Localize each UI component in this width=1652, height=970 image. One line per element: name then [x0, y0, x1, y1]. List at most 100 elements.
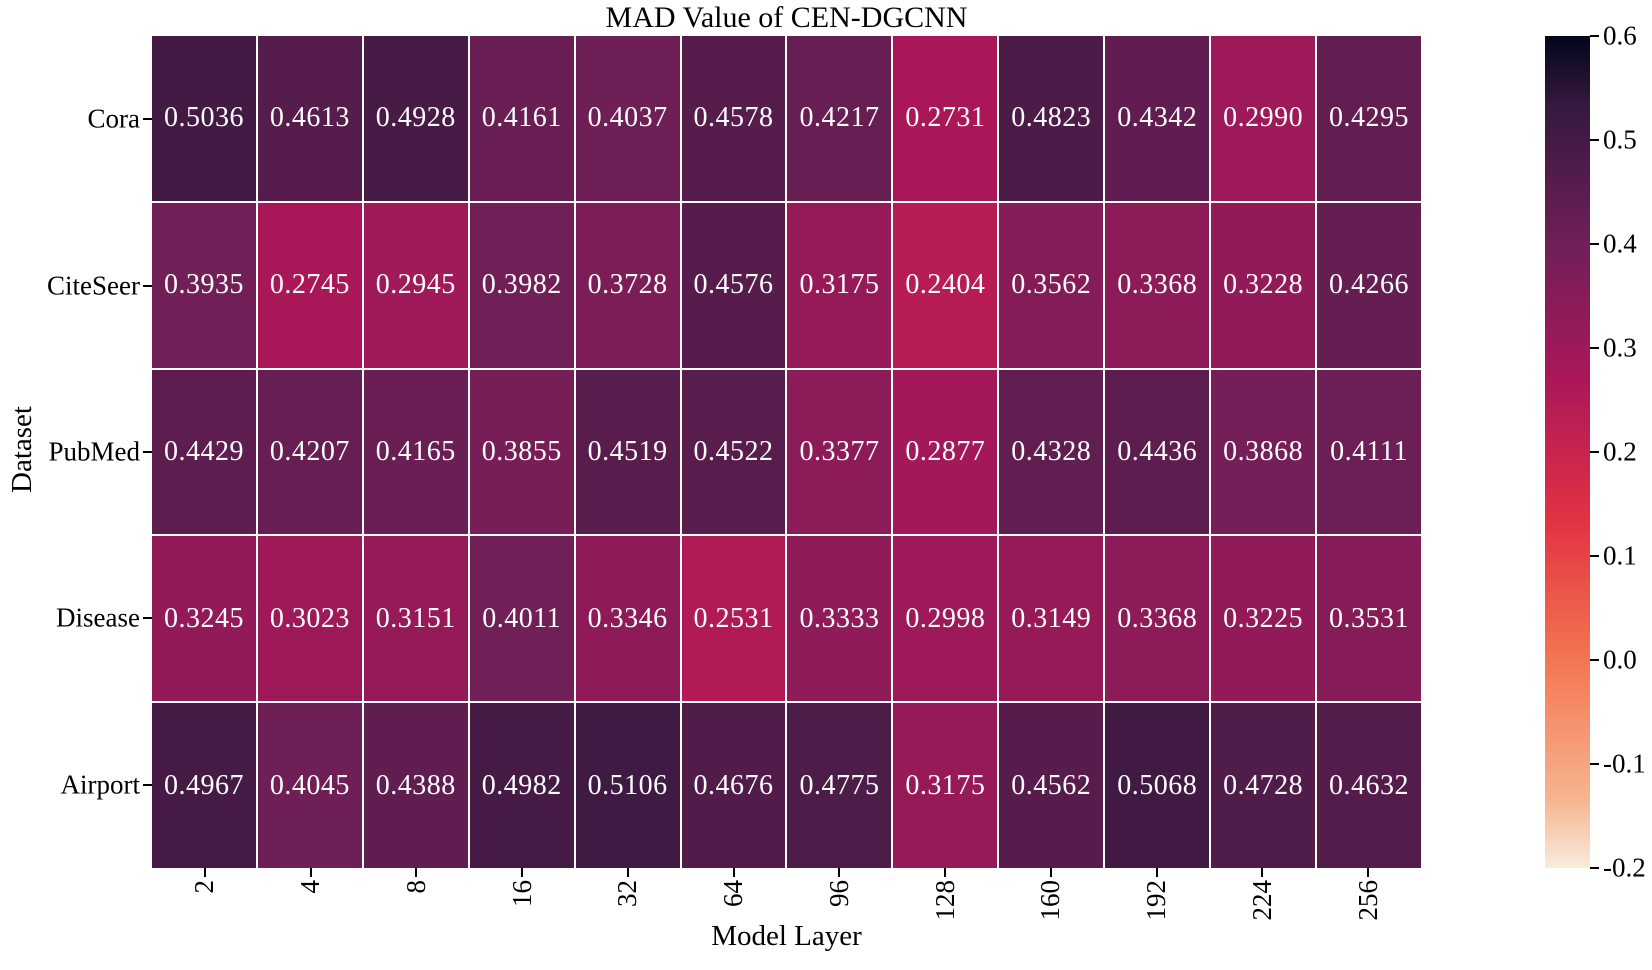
heatmap-cell: 0.3175 — [787, 202, 892, 368]
heatmap-cell-value: 0.4045 — [269, 769, 350, 801]
colorbar-tick-mark — [1590, 35, 1599, 37]
heatmap-cell-value: 0.2731 — [905, 102, 986, 134]
heatmap-cell: 0.4207 — [257, 369, 362, 535]
y-axis-tick-label: PubMed — [48, 436, 140, 467]
heatmap-cell: 0.4161 — [469, 36, 574, 201]
heatmap-cell: 0.4928 — [363, 36, 468, 201]
heatmap-cell-value: 0.4342 — [1117, 102, 1198, 134]
heatmap-cell: 0.4217 — [787, 36, 892, 201]
y-axis-tick-label: Disease — [56, 602, 140, 633]
colorbar-tick-label: 0.3 — [1603, 332, 1637, 363]
heatmap-cell-value: 0.4429 — [163, 435, 244, 467]
y-axis-tick-mark — [143, 451, 152, 453]
heatmap-cell: 0.4266 — [1317, 202, 1421, 368]
heatmap-cell: 0.4967 — [152, 703, 256, 868]
heatmap-cell: 0.4632 — [1317, 703, 1421, 868]
heatmap-cell: 0.4775 — [787, 703, 892, 868]
heatmap-cell-value: 0.4266 — [1329, 269, 1410, 301]
heatmap-cell: 0.4037 — [575, 36, 680, 201]
heatmap-cell-value: 0.3728 — [587, 269, 668, 301]
heatmap-cell-value: 0.4328 — [1011, 435, 1092, 467]
colorbar-tick-label: 0.1 — [1603, 540, 1637, 571]
heatmap-cell: 0.3346 — [575, 536, 680, 702]
x-axis-tick-label-text: 2 — [189, 880, 220, 894]
heatmap-cell: 0.4328 — [999, 369, 1104, 535]
heatmap-cell-value: 0.4578 — [693, 102, 774, 134]
heatmap-cell: 0.4388 — [363, 703, 468, 868]
x-axis-tick-mark — [203, 868, 206, 877]
heatmap-cell: 0.4823 — [999, 36, 1104, 201]
heatmap-cell: 0.2531 — [681, 536, 786, 702]
heatmap-cell-value: 0.2945 — [375, 269, 456, 301]
heatmap-cell: 0.2998 — [893, 536, 998, 702]
y-axis-tick-mark — [143, 118, 152, 121]
heatmap-cell-value: 0.3175 — [799, 269, 880, 301]
heatmap-cell-value: 0.3225 — [1223, 602, 1304, 634]
x-axis-tick-label-text: 16 — [506, 880, 537, 907]
x-axis-tick-label-text: 192 — [1141, 880, 1172, 921]
heatmap-cell: 0.3175 — [893, 703, 998, 868]
colorbar-tick-label: 0.4 — [1603, 228, 1637, 259]
heatmap-cell-value: 0.2877 — [905, 435, 986, 467]
heatmap-cell: 0.2731 — [893, 36, 998, 201]
heatmap-cell-value: 0.3175 — [905, 769, 986, 801]
heatmap-cell-value: 0.3868 — [1223, 435, 1304, 467]
colorbar-tick-label: 0.6 — [1603, 20, 1637, 51]
x-axis-tick-label-text: 32 — [612, 880, 643, 907]
heatmap-cell-value: 0.4613 — [269, 102, 350, 134]
heatmap-cell-value: 0.4037 — [587, 102, 668, 134]
heatmap-cell-value: 0.4967 — [163, 769, 244, 801]
x-axis-tick-label-text: 160 — [1035, 880, 1066, 921]
heatmap-cell: 0.2990 — [1211, 36, 1316, 201]
heatmap-cell-value: 0.4161 — [481, 102, 562, 134]
heatmap-cell-value: 0.4676 — [693, 769, 774, 801]
heatmap-cell-value: 0.4522 — [693, 435, 774, 467]
heatmap-cell: 0.3935 — [152, 202, 256, 368]
x-axis-tick-mark — [732, 868, 735, 877]
heatmap-cell-value: 0.2990 — [1223, 102, 1304, 134]
y-axis-tick-mark — [143, 617, 152, 620]
heatmap-cell-value: 0.3333 — [799, 602, 880, 634]
heatmap-cell: 0.5068 — [1105, 703, 1210, 868]
heatmap-cell-value: 0.3855 — [481, 435, 562, 467]
heatmap-cell: 0.4295 — [1317, 36, 1421, 201]
heatmap-cell-value: 0.4576 — [693, 269, 774, 301]
colorbar-tick-mark — [1590, 867, 1599, 869]
heatmap-cell-value: 0.4436 — [1117, 435, 1198, 467]
x-axis-tick-label-text: 96 — [823, 880, 854, 907]
heatmap-cell: 0.3368 — [1105, 536, 1210, 702]
x-axis-tick-mark — [944, 868, 947, 877]
heatmap-cell: 0.5036 — [152, 36, 256, 201]
heatmap-cell: 0.4165 — [363, 369, 468, 535]
heatmap-cell-value: 0.4519 — [587, 435, 668, 467]
heatmap-cell: 0.2945 — [363, 202, 468, 368]
heatmap-cell-value: 0.5068 — [1117, 769, 1198, 801]
colorbar-tick-mark — [1590, 763, 1599, 765]
heatmap-cell-value: 0.4928 — [375, 102, 456, 134]
y-axis-tick-label: CiteSeer — [47, 270, 140, 301]
heatmap-cell-value: 0.4217 — [799, 102, 880, 134]
x-axis-tick-label-text: 224 — [1246, 880, 1277, 921]
x-axis-tick-mark — [626, 868, 629, 877]
heatmap-cell: 0.4011 — [469, 536, 574, 702]
heatmap-cell-value: 0.4982 — [481, 769, 562, 801]
heatmap-cell-value: 0.4011 — [482, 602, 562, 634]
heatmap-cell-value: 0.3151 — [375, 602, 456, 634]
heatmap-cell: 0.4728 — [1211, 703, 1316, 868]
heatmap-cell-value: 0.4562 — [1011, 769, 1092, 801]
heatmap-cell: 0.3333 — [787, 536, 892, 702]
heatmap-cell-value: 0.4165 — [375, 435, 456, 467]
heatmap-cell-value: 0.5106 — [587, 769, 668, 801]
colorbar-tick-mark — [1590, 139, 1599, 141]
heatmap-cell-value: 0.3377 — [799, 435, 880, 467]
heatmap-cell-value: 0.4728 — [1223, 769, 1304, 801]
x-axis-tick-mark — [309, 868, 312, 877]
heatmap-cell: 0.4613 — [257, 36, 362, 201]
heatmap-cell: 0.3368 — [1105, 202, 1210, 368]
heatmap-cell-value: 0.3346 — [587, 602, 668, 634]
heatmap-cell-value: 0.4775 — [799, 769, 880, 801]
heatmap-cell: 0.4676 — [681, 703, 786, 868]
colorbar-tick-label: 0.5 — [1603, 124, 1637, 155]
x-axis-tick-label-text: 8 — [400, 880, 431, 894]
heatmap-cell-value: 0.3531 — [1329, 602, 1410, 634]
